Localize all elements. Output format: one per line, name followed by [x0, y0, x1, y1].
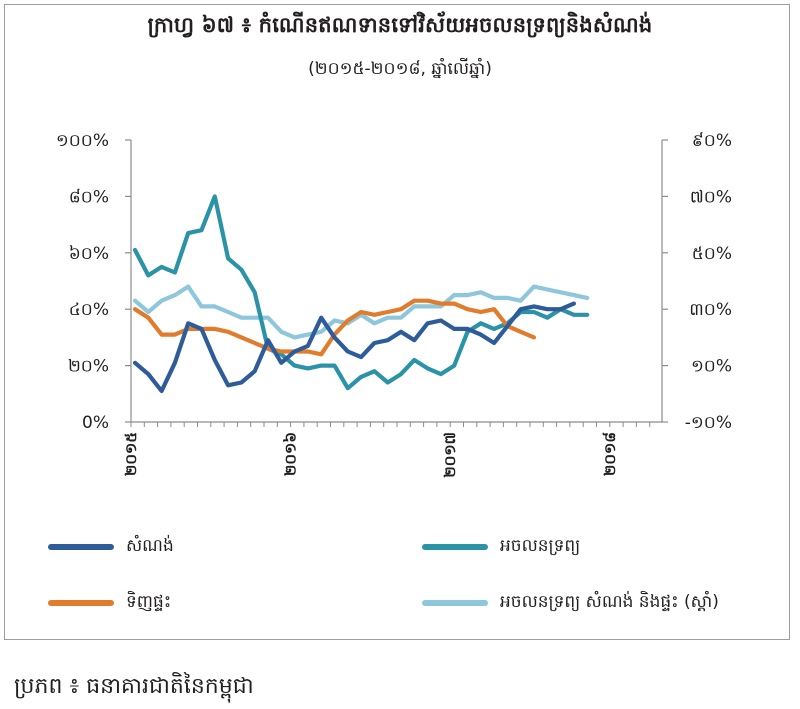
- legend-item-housing: ទិញផ្ទះ: [48, 588, 171, 618]
- x-tick-label: ២០១៨: [601, 432, 619, 476]
- right-tick-label: ៥០%: [692, 244, 732, 264]
- right-tick-label: ១០%: [691, 357, 732, 377]
- series-line-0: [132, 301, 577, 394]
- right-tick-label: -១០%: [685, 413, 732, 433]
- legend-item-real-estate: អចលនទ្រព្យ: [422, 532, 580, 562]
- left-tick-label: 0%: [82, 413, 109, 433]
- source-note: ប្រភព ៖ ធនាគារជាតិនៃកម្ពុជា: [14, 674, 254, 699]
- right-tick-label: ៣០%: [689, 300, 732, 320]
- chart-frame: [4, 4, 790, 640]
- left-tick-label: ២០%: [68, 357, 109, 377]
- legend-swatch: [422, 544, 488, 550]
- chart-axes: 0% ២០% ៤០% ៦០% ៨០% ១០០% -១០% ១០% ៣០% ៥០% ៧០% ៩០% ២០១…: [56, 131, 732, 478]
- left-tick-label: ៨០%: [69, 187, 109, 207]
- chart-title: ក្រាហ្វ ៦៧ ៖ កំណើនឥណទានទៅវិស័យអចលនទ្រព្យ…: [147, 13, 653, 37]
- legend-label: អចលនទ្រព្យ សំណង់ និងផ្ទះ (ស្ដាំ): [500, 591, 719, 612]
- left-tick-label: ៦០%: [69, 244, 109, 264]
- legend-label: ទិញផ្ទះ: [126, 591, 172, 612]
- x-tick-label: ២០១៧: [441, 432, 459, 478]
- right-tick-label: ៩០%: [692, 131, 732, 151]
- legend-swatch: [48, 600, 114, 606]
- x-tick-label: ២០១៥: [122, 432, 140, 476]
- series-line-1: [132, 194, 590, 391]
- chart-subtitle: (២០១៥-២០១៨, ឆ្នាំលើឆ្នាំ): [308, 59, 492, 79]
- series-line-3: [132, 284, 590, 340]
- legend-label: អចលនទ្រព្យ: [500, 535, 581, 556]
- right-tick-label: ៧០%: [690, 187, 732, 207]
- legend-swatch: [48, 544, 114, 550]
- x-tick-label: ២០១៦: [282, 432, 300, 476]
- legend-item-combined-right: អចលនទ្រព្យ សំណង់ និងផ្ទះ (ស្ដាំ): [422, 588, 719, 618]
- legend-item-construction: សំណង់: [48, 532, 174, 562]
- legend-swatch: [422, 600, 488, 606]
- chart-series: [132, 194, 590, 394]
- legend-label: សំណង់: [126, 535, 174, 556]
- left-tick-label: ១០០%: [56, 131, 109, 151]
- left-tick-label: ៤០%: [69, 300, 109, 320]
